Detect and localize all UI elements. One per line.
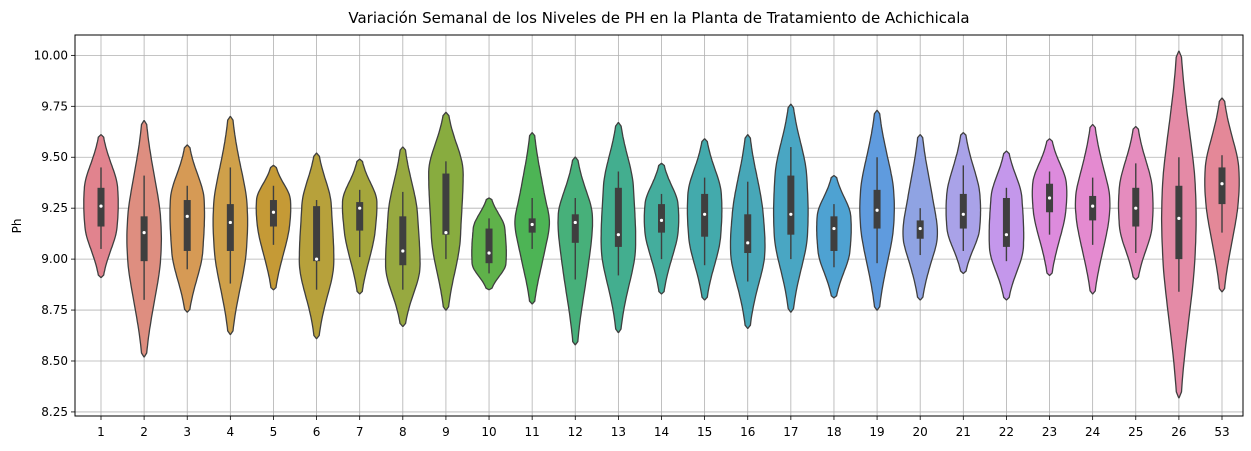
x-tick-label: 11 xyxy=(525,425,540,439)
violin-iqr-box-13 xyxy=(614,187,622,247)
violin-median-17 xyxy=(789,212,793,216)
violin-iqr-box-14 xyxy=(658,204,665,233)
violin-iqr-box-18 xyxy=(830,216,838,251)
x-tick-label: 16 xyxy=(740,425,755,439)
x-tick-label: 1 xyxy=(97,425,105,439)
x-axis-ticks: 1 2 3 4 5 6 7 8 9 10 11 12 13 14 15 16 17 18 19 20 21 22 23 24 2… xyxy=(97,416,1230,439)
x-tick-label: 5 xyxy=(270,425,278,439)
x-tick-label: 12 xyxy=(568,425,583,439)
x-tick-label: 10 xyxy=(481,425,496,439)
violin-iqr-box-12 xyxy=(571,214,579,243)
violin-median-5 xyxy=(271,210,276,214)
x-tick-label: 20 xyxy=(913,425,928,439)
violin-median-13 xyxy=(616,233,620,237)
x-tick-label: 19 xyxy=(869,425,884,439)
x-tick-label: 13 xyxy=(611,425,626,439)
violin-median-8 xyxy=(401,249,405,253)
violin-iqr-box-21 xyxy=(959,193,967,229)
violin-iqr-box-3 xyxy=(183,200,191,251)
violin-iqr-box-2 xyxy=(140,216,148,262)
violin-median-4 xyxy=(228,220,232,225)
violin-iqr-box-22 xyxy=(1002,197,1010,247)
violin-median-25 xyxy=(1134,206,1138,210)
x-tick-label: 6 xyxy=(313,425,321,439)
y-tick-label: 9.25 xyxy=(41,201,68,215)
violin-median-16 xyxy=(746,241,750,245)
x-tick-label: 17 xyxy=(783,425,798,439)
violin-median-53 xyxy=(1220,182,1224,186)
violin-median-15 xyxy=(703,212,707,216)
x-tick-label: 18 xyxy=(826,425,841,439)
violin-iqr-box-4 xyxy=(226,204,234,251)
y-tick-label: 8.75 xyxy=(41,303,68,317)
violin-median-18 xyxy=(832,226,836,231)
x-tick-label: 14 xyxy=(654,425,669,439)
violin-median-11 xyxy=(530,222,534,227)
violin-median-22 xyxy=(1004,233,1009,237)
violin-iqr-box-53 xyxy=(1218,167,1226,205)
y-axis-label: Ph xyxy=(10,219,24,234)
y-tick-label: 9.50 xyxy=(41,150,68,164)
chart-title: Variación Semanal de los Niveles de PH e… xyxy=(348,9,969,27)
y-tick-label: 8.25 xyxy=(41,405,68,419)
y-tick-label: 9.75 xyxy=(41,99,68,113)
violin-median-21 xyxy=(961,212,965,216)
violin-median-1 xyxy=(99,204,103,208)
x-tick-label: 53 xyxy=(1214,425,1229,439)
violin-median-20 xyxy=(918,226,922,231)
x-tick-label: 21 xyxy=(956,425,971,439)
x-tick-label: 9 xyxy=(442,425,450,439)
y-tick-label: 9.00 xyxy=(41,252,68,266)
violin-iqr-box-10 xyxy=(485,228,493,264)
violin-median-10 xyxy=(487,251,491,255)
x-tick-label: 4 xyxy=(227,425,235,439)
plot-frame xyxy=(74,34,1244,417)
violin-median-3 xyxy=(185,214,189,218)
x-tick-label: 25 xyxy=(1128,425,1143,439)
violin-median-7 xyxy=(358,206,362,210)
x-tick-label: 22 xyxy=(999,425,1014,439)
violins xyxy=(83,50,1240,399)
violin-median-9 xyxy=(444,231,448,235)
violin-iqr-box-6 xyxy=(313,206,321,262)
violin-iqr-box-16 xyxy=(744,214,752,254)
violin-median-6 xyxy=(314,257,319,261)
y-axis-ticks: 8.25 8.50 8.75 9.00 9.25 9.50 9.75 10.00 xyxy=(34,48,75,419)
y-tick-label: 10.00 xyxy=(34,48,68,62)
violin-iqr-box-26 xyxy=(1175,185,1183,260)
violin-iqr-box-7 xyxy=(356,202,364,231)
violin-median-12 xyxy=(573,220,577,225)
violin-median-19 xyxy=(875,208,879,212)
violin-iqr-box-24 xyxy=(1089,195,1097,221)
x-tick-label: 3 xyxy=(183,425,191,439)
x-tick-label: 2 xyxy=(140,425,148,439)
y-tick-label: 8.50 xyxy=(41,354,68,368)
x-tick-label: 26 xyxy=(1171,425,1186,439)
x-tick-label: 7 xyxy=(356,425,364,439)
violin-iqr-box-8 xyxy=(399,216,407,266)
violin-iqr-box-17 xyxy=(787,175,795,235)
x-tick-label: 8 xyxy=(399,425,407,439)
x-tick-label: 15 xyxy=(697,425,712,439)
violin-median-24 xyxy=(1091,204,1095,208)
violin-median-14 xyxy=(659,218,664,223)
violin-median-23 xyxy=(1047,196,1052,200)
x-tick-label: 24 xyxy=(1085,425,1100,439)
violin-iqr-box-9 xyxy=(442,173,450,235)
violin-median-26 xyxy=(1177,216,1181,220)
violin-median-2 xyxy=(142,231,146,235)
x-tick-label: 23 xyxy=(1042,425,1057,439)
